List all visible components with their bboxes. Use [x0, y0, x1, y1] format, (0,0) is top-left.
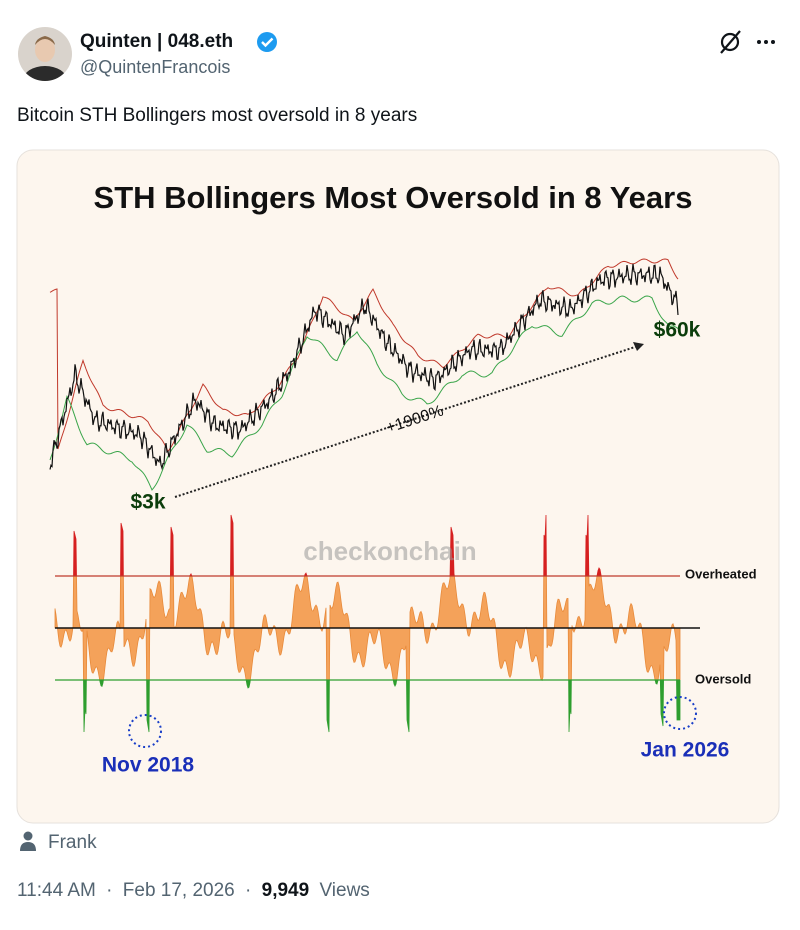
meta-line: 11:44 AM · Feb 17, 2026 · 9,949 Views: [17, 880, 370, 901]
views-count: 9,949: [262, 880, 310, 901]
author-handle[interactable]: @QuintenFrancois: [80, 57, 230, 77]
views-label: Views: [319, 880, 369, 901]
image-title: STH Bollingers Most Oversold in 8 Years: [94, 180, 693, 215]
high-label: $60k: [654, 319, 701, 342]
right-marker: Jan 2026: [641, 739, 730, 762]
overheated-label: Overheated: [685, 566, 757, 581]
verified-badge: [257, 32, 277, 52]
separator: ·: [106, 880, 112, 901]
author-name[interactable]: Quinten | 048.eth: [80, 31, 233, 52]
avatar[interactable]: [18, 27, 72, 94]
left-marker: Nov 2018: [102, 754, 195, 777]
oversold-label: Oversold: [695, 671, 751, 686]
post-date[interactable]: Feb 17, 2026: [123, 880, 235, 901]
attribution-name[interactable]: Frank: [48, 832, 97, 853]
arrow-head: [633, 342, 644, 351]
right-circle: [663, 696, 697, 730]
lower-band: [49, 295, 679, 491]
low-label: $3k: [130, 491, 165, 514]
left-circle: [128, 714, 162, 748]
watermark: checkonchain: [303, 536, 476, 566]
person-icon: [20, 831, 36, 851]
grok-icon[interactable]: [720, 30, 741, 54]
price-line: [49, 263, 679, 471]
post-time[interactable]: 11:44 AM: [17, 880, 96, 901]
post-text: Bitcoin STH Bollingers most oversold in …: [17, 105, 417, 126]
upper-band: [49, 258, 679, 453]
post-image[interactable]: STH Bollingers Most Oversold in 8 Years …: [16, 149, 780, 824]
price-chart: [49, 258, 679, 491]
trend-arrow: [174, 345, 639, 498]
more-icon[interactable]: [757, 40, 775, 44]
separator: ·: [245, 880, 251, 901]
